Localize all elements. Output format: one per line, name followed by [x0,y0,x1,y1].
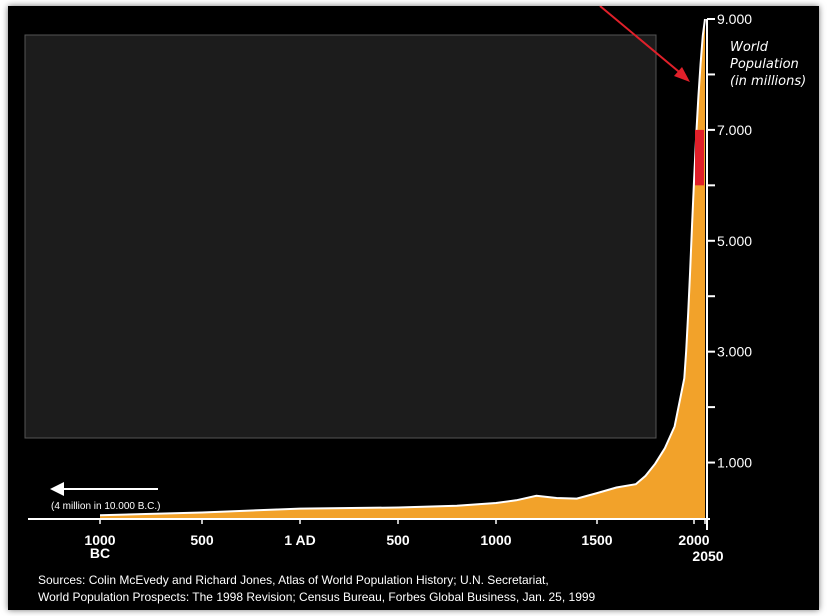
x-tick-label: 500 [386,532,410,548]
red-arrow-head-icon [674,67,690,82]
highlight-band [695,129,704,186]
x-tick-label: 1 AD [284,532,315,548]
annotation-text: (4 million in 10.000 B.C.) [51,501,161,512]
overlay-panel [24,34,657,439]
chart-title-line-3: (in millions) [730,74,806,89]
back-arrow-icon [50,482,158,496]
x-tick-label: 2050 [692,548,723,564]
x-tick-label: 1000 [480,532,511,548]
y-tick-label: 1.000 [717,455,752,471]
x-tick-label: 1000 [84,532,115,548]
red-arrow-line [599,6,685,77]
chart-title-line-1: World [730,40,769,55]
x-tick-label: 2000 [678,532,709,548]
chart-title-line-2: Population [730,57,799,72]
x-tick-label: 500 [190,532,214,548]
sources-line-2: World Population Prospects: The 1998 Rev… [38,590,596,604]
y-tick-label: 7.000 [717,122,752,138]
x-tick-label: 1500 [581,532,612,548]
y-tick-label: 9.000 [717,11,752,27]
sources-line-1: Sources: Colin McEvedy and Richard Jones… [38,573,549,587]
chart-frame: 1.000 3.000 5.000 7.000 9.000 1000 BC 500 1 AD 50… [8,6,819,610]
y-tick-label: 5.000 [717,233,752,249]
y-tick-label: 3.000 [717,344,752,360]
x-tick-sublabel: BC [90,545,110,561]
